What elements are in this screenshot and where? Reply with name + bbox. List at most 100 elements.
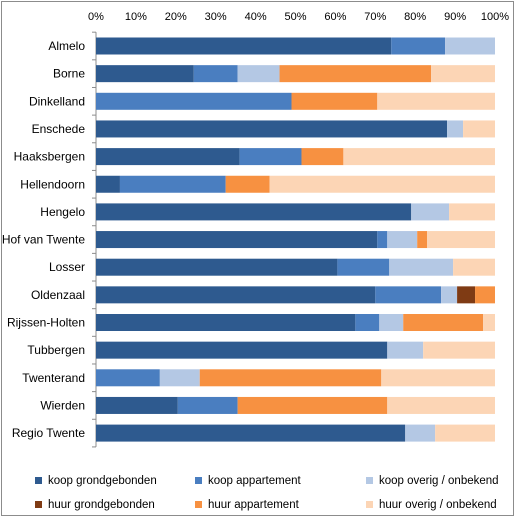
bar-segment bbox=[269, 175, 495, 193]
bar-segment bbox=[96, 369, 160, 387]
bar-segment bbox=[96, 314, 356, 331]
legend-swatch bbox=[195, 477, 202, 484]
bar-segment bbox=[96, 424, 406, 442]
x-axis-ticks: 0% 10% 20% 30% 40% 50% 60% 70% 80% 90% 100% bbox=[88, 11, 509, 23]
bar-segment bbox=[301, 148, 344, 166]
category-label: Enschede bbox=[32, 122, 86, 136]
bar-segment bbox=[381, 369, 495, 387]
bar-segment bbox=[475, 286, 495, 304]
bar-segment bbox=[377, 92, 495, 110]
bar-segment bbox=[387, 396, 495, 414]
bar-segment bbox=[405, 424, 436, 442]
bar-segment bbox=[96, 37, 392, 55]
category-label: Haaksbergen bbox=[14, 150, 85, 164]
bar-segment bbox=[411, 203, 450, 221]
category-label: Wierden bbox=[40, 398, 85, 412]
x-tick-label: 100% bbox=[481, 11, 509, 23]
bar-segment bbox=[377, 231, 388, 249]
category-label: Hellendoorn bbox=[20, 177, 85, 191]
bar-segment bbox=[177, 396, 238, 414]
bar-segment bbox=[96, 258, 338, 276]
bar-segment bbox=[96, 286, 376, 304]
bar-segment bbox=[427, 231, 495, 249]
category-label: Dinkelland bbox=[29, 94, 85, 108]
bar-segment bbox=[403, 314, 484, 331]
x-tick-label: 80% bbox=[404, 11, 426, 23]
bar-segment bbox=[225, 175, 270, 193]
x-tick-label: 30% bbox=[205, 11, 227, 23]
legend-label: koop appartement bbox=[208, 475, 302, 487]
x-tick-label: 90% bbox=[444, 11, 466, 23]
y-axis: Almelo Borne Dinkelland Enschede Haaksbergen… bbox=[2, 31, 97, 448]
legend-swatch bbox=[366, 477, 373, 484]
bar-segment bbox=[447, 120, 464, 138]
legend-label: koop overig / onbekend bbox=[379, 475, 499, 487]
bar-segment bbox=[463, 120, 495, 138]
bar-segment bbox=[387, 341, 424, 359]
category-label: Hengelo bbox=[40, 205, 85, 219]
bar-segment bbox=[96, 175, 120, 193]
bar-segment bbox=[159, 369, 200, 387]
bar-segment bbox=[343, 148, 495, 166]
bar-segment bbox=[279, 65, 432, 83]
legend-swatch bbox=[35, 501, 42, 508]
bar-segment bbox=[453, 258, 495, 276]
category-label: Hof van Twente bbox=[2, 233, 85, 247]
x-tick-label: 60% bbox=[324, 11, 346, 23]
bar-segment bbox=[375, 286, 442, 304]
bar-segment bbox=[237, 65, 280, 83]
category-label: Regio Twente bbox=[12, 426, 85, 440]
bar-segment bbox=[441, 286, 458, 304]
bar-segment bbox=[445, 37, 495, 55]
bar-segment bbox=[96, 231, 378, 249]
legend-swatch bbox=[35, 477, 42, 484]
bar-segment bbox=[96, 203, 412, 221]
legend: koop grondgebonden koop appartement koop o… bbox=[35, 475, 499, 511]
bar-segment bbox=[96, 120, 448, 138]
bar-segment bbox=[96, 148, 240, 166]
x-tick-label: 40% bbox=[245, 11, 267, 23]
x-tick-label: 70% bbox=[364, 11, 386, 23]
category-label: Borne bbox=[53, 67, 85, 81]
category-label: Tubbergen bbox=[27, 343, 85, 357]
legend-label: huur grondgebonden bbox=[48, 499, 155, 511]
legend-label: koop grondgebonden bbox=[48, 475, 157, 487]
bar-segment bbox=[387, 231, 418, 249]
bar-segment bbox=[96, 92, 292, 110]
bar-segment bbox=[337, 258, 390, 276]
bar-segment bbox=[96, 65, 194, 83]
category-label: Twenterand bbox=[22, 371, 85, 385]
bar-segment bbox=[237, 396, 388, 414]
bar-segment bbox=[96, 396, 178, 414]
bar-segment bbox=[291, 92, 378, 110]
bar-segment bbox=[417, 231, 428, 249]
bar-segment bbox=[193, 65, 238, 83]
x-tick-label: 0% bbox=[88, 11, 104, 23]
bar-segment bbox=[355, 314, 380, 331]
bar-segment bbox=[379, 314, 404, 331]
legend-label: huur appartement bbox=[208, 499, 300, 511]
bar-segment bbox=[435, 424, 495, 442]
x-tick-label: 50% bbox=[284, 11, 306, 23]
bar-segment bbox=[239, 148, 302, 166]
bar-segment bbox=[119, 175, 226, 193]
category-label: Oldenzaal bbox=[31, 288, 85, 302]
category-label: Almelo bbox=[48, 39, 85, 53]
x-tick-label: 20% bbox=[165, 11, 187, 23]
category-label: Rijssen-Holten bbox=[7, 316, 85, 330]
category-label: Losser bbox=[49, 260, 85, 274]
bar-segment bbox=[431, 65, 495, 83]
bars bbox=[96, 37, 495, 442]
legend-swatch bbox=[366, 501, 373, 508]
x-tick-label: 10% bbox=[125, 11, 147, 23]
bar-segment bbox=[391, 37, 446, 55]
legend-label: huur overig / onbekend bbox=[379, 499, 497, 511]
bar-segment bbox=[483, 314, 495, 331]
bar-segment bbox=[449, 203, 495, 221]
bar-segment bbox=[457, 286, 476, 304]
legend-swatch bbox=[195, 501, 202, 508]
bar-segment bbox=[96, 341, 388, 359]
bar-segment bbox=[423, 341, 495, 359]
bar-segment bbox=[199, 369, 382, 387]
